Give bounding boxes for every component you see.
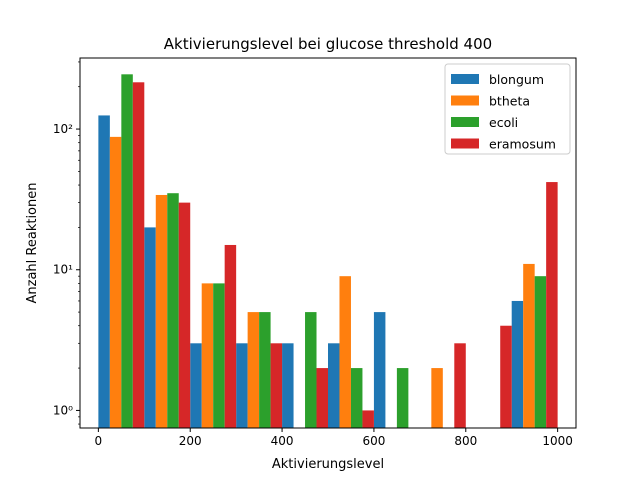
x-tick-label: 200 (179, 434, 202, 448)
legend-swatch-ecoli (451, 117, 479, 127)
bar-eramosum-1 (178, 202, 191, 428)
bar-ecoli-1 (167, 193, 179, 428)
bar-btheta-7 (431, 368, 443, 428)
chart-title: Aktivierungslevel bei glucose threshold … (164, 35, 492, 53)
bar-eramosum-2 (224, 244, 237, 428)
bar-blongum-0 (98, 115, 110, 428)
legend-swatch-eramosum (451, 138, 479, 149)
x-tick-label: 800 (454, 434, 477, 448)
bar-ecoli-4 (305, 312, 317, 428)
bar-blongum-5 (328, 343, 340, 428)
bar-ecoli-9 (534, 276, 547, 428)
bar-ecoli-3 (259, 312, 271, 428)
bar-eramosum-3 (270, 343, 283, 428)
bar-blongum-9 (511, 300, 524, 428)
bar-btheta-2 (201, 283, 214, 428)
bar-btheta-9 (523, 263, 535, 428)
bar-ecoli-6 (396, 368, 409, 428)
legend-box (444, 63, 571, 155)
y-tick-label: 10² (53, 122, 73, 136)
bar-blongum-2 (190, 343, 202, 428)
bars-layer (98, 74, 558, 428)
legend-swatch-btheta (451, 95, 479, 106)
bar-ecoli-0 (121, 74, 133, 428)
bar-btheta-3 (247, 312, 260, 428)
bar-eramosum-7 (454, 343, 466, 428)
plot-frame (79, 57, 577, 429)
bar-btheta-0 (109, 136, 122, 428)
bar-btheta-1 (155, 194, 168, 428)
bar-btheta-5 (339, 276, 351, 428)
legend-label-eramosum: eramosum (489, 137, 556, 152)
bar-blongum-3 (236, 343, 248, 428)
bar-eramosum-4 (316, 368, 328, 428)
bar-eramosum-8 (500, 325, 512, 428)
bar-ecoli-5 (350, 368, 363, 428)
legend-swatch-blongum (451, 74, 479, 84)
x-axis-label: Aktivierungslevel (272, 457, 384, 472)
bar-blongum-4 (282, 343, 294, 428)
bar-ecoli-2 (213, 283, 225, 428)
bar-blongum-1 (144, 227, 156, 428)
y-tick-label: 10¹ (53, 263, 73, 277)
x-axis: 0 200 400 600 800 1000 (95, 428, 573, 448)
legend-label-ecoli: ecoli (489, 115, 518, 130)
x-tick-label: 1000 (542, 434, 573, 448)
bar-blongum-6 (373, 312, 386, 428)
x-tick-label: 600 (362, 434, 385, 448)
legend-label-btheta: btheta (489, 94, 530, 109)
bar-eramosum-5 (362, 410, 374, 428)
x-tick-label: 400 (271, 434, 294, 448)
legend-label-blongum: blongum (489, 72, 544, 87)
y-tick-label: 10⁰ (53, 403, 73, 417)
bar-eramosum-0 (132, 82, 145, 428)
x-tick-label: 0 (95, 434, 103, 448)
y-axis-label: Anzahl Reaktionen (25, 183, 40, 304)
bar-eramosum-9 (546, 182, 558, 428)
y-axis: 10⁰ 10¹ 10² (53, 61, 80, 425)
legend: blongum btheta ecoli eramosum (444, 63, 571, 155)
